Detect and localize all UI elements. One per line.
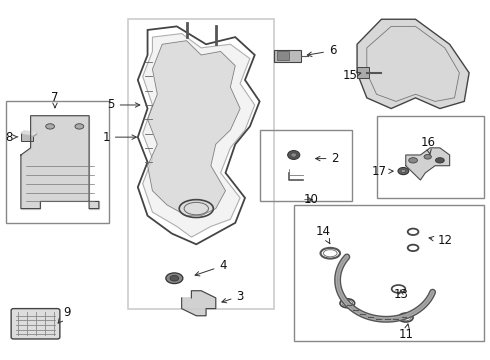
Text: 6: 6 xyxy=(307,44,337,57)
Bar xyxy=(128,19,274,309)
Text: 7: 7 xyxy=(51,91,59,108)
Bar xyxy=(260,130,352,202)
Ellipse shape xyxy=(75,124,84,129)
Ellipse shape xyxy=(409,158,417,163)
Bar xyxy=(294,205,484,341)
Ellipse shape xyxy=(288,150,300,159)
Text: 11: 11 xyxy=(398,324,413,341)
Ellipse shape xyxy=(401,170,406,173)
Polygon shape xyxy=(357,19,469,109)
Text: 16: 16 xyxy=(420,136,435,154)
Polygon shape xyxy=(143,33,255,237)
Text: 12: 12 xyxy=(429,234,452,247)
Polygon shape xyxy=(147,41,240,216)
Ellipse shape xyxy=(398,167,409,175)
Text: —: — xyxy=(303,195,312,204)
Text: 4: 4 xyxy=(195,259,227,276)
FancyBboxPatch shape xyxy=(11,309,60,339)
Bar xyxy=(357,67,369,78)
Ellipse shape xyxy=(436,158,444,163)
Text: 10: 10 xyxy=(303,193,318,206)
Polygon shape xyxy=(21,131,36,135)
Text: 2: 2 xyxy=(316,152,339,165)
Polygon shape xyxy=(33,133,36,136)
Text: 14: 14 xyxy=(316,225,330,244)
Text: 5: 5 xyxy=(107,99,140,112)
Bar xyxy=(277,51,289,60)
Text: 15: 15 xyxy=(343,69,361,82)
Bar xyxy=(6,102,109,223)
Ellipse shape xyxy=(166,273,183,284)
Text: 3: 3 xyxy=(222,289,244,303)
Polygon shape xyxy=(21,116,99,208)
Bar xyxy=(376,116,484,198)
Bar xyxy=(21,133,33,141)
Ellipse shape xyxy=(424,154,431,159)
Ellipse shape xyxy=(291,153,296,157)
Ellipse shape xyxy=(170,275,179,281)
Text: 9: 9 xyxy=(58,306,71,323)
Text: 1: 1 xyxy=(102,131,136,144)
Ellipse shape xyxy=(46,124,54,129)
Text: 17: 17 xyxy=(371,165,393,178)
Polygon shape xyxy=(182,291,216,316)
Bar xyxy=(274,50,301,62)
Text: 8: 8 xyxy=(5,131,18,144)
Polygon shape xyxy=(406,148,450,180)
Text: 13: 13 xyxy=(393,288,408,301)
